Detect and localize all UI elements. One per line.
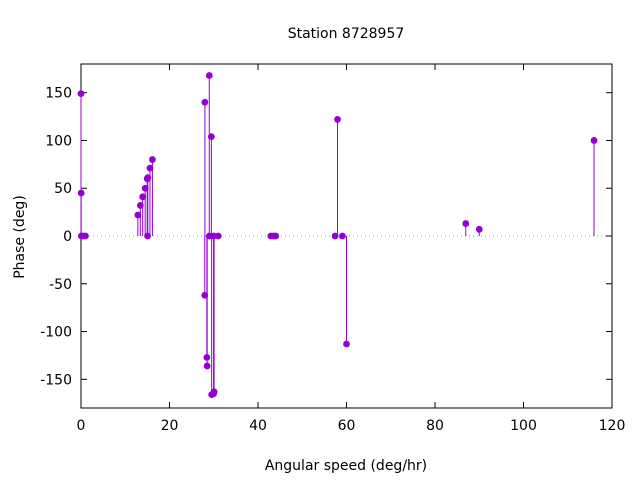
data-point (77, 90, 85, 98)
data-point (136, 202, 144, 209)
data-point (82, 232, 89, 240)
x-tick-label: 80 (426, 418, 444, 434)
data-point (334, 116, 341, 123)
y-tick-label: 100 (45, 133, 72, 149)
plot-area: 0 20 40 60 80 100 120 -150 -100 -50 0 50 100 150 (40, 63, 626, 434)
y-tick-label: -100 (40, 325, 72, 341)
chart-title: Station 8728957 (288, 26, 405, 42)
y-axis-label: Phase (deg) (12, 195, 28, 279)
data-point (77, 189, 85, 197)
y-tick-label: 50 (54, 181, 72, 197)
y-tick-label: -50 (49, 277, 72, 293)
x-tick-label: 20 (161, 418, 179, 434)
data-point (331, 232, 339, 240)
data-point (210, 388, 218, 396)
data-point (205, 72, 213, 79)
data-point (462, 220, 470, 227)
y-tick-label: 0 (63, 229, 72, 245)
data-point (146, 164, 154, 172)
x-axis-label: Angular speed (deg/hr) (265, 458, 427, 474)
y-tick-label: 150 (45, 86, 72, 102)
x-tick-label: 40 (249, 418, 267, 434)
data-point (207, 133, 215, 141)
data-point (272, 232, 280, 240)
data-point (139, 193, 147, 201)
x-tick-label: 120 (599, 418, 626, 434)
data-point (475, 225, 483, 233)
data-point (214, 232, 222, 240)
y-tick-label: -150 (40, 372, 72, 388)
x-tick-label: 60 (338, 418, 356, 434)
data-point (338, 232, 346, 240)
data-point (590, 137, 598, 144)
x-tick-label: 0 (77, 418, 86, 434)
data-point (203, 362, 211, 370)
data-point (343, 340, 350, 348)
x-tick-label: 100 (510, 418, 537, 434)
data-point (134, 211, 142, 219)
data-point (149, 156, 156, 163)
data-point (201, 98, 209, 106)
